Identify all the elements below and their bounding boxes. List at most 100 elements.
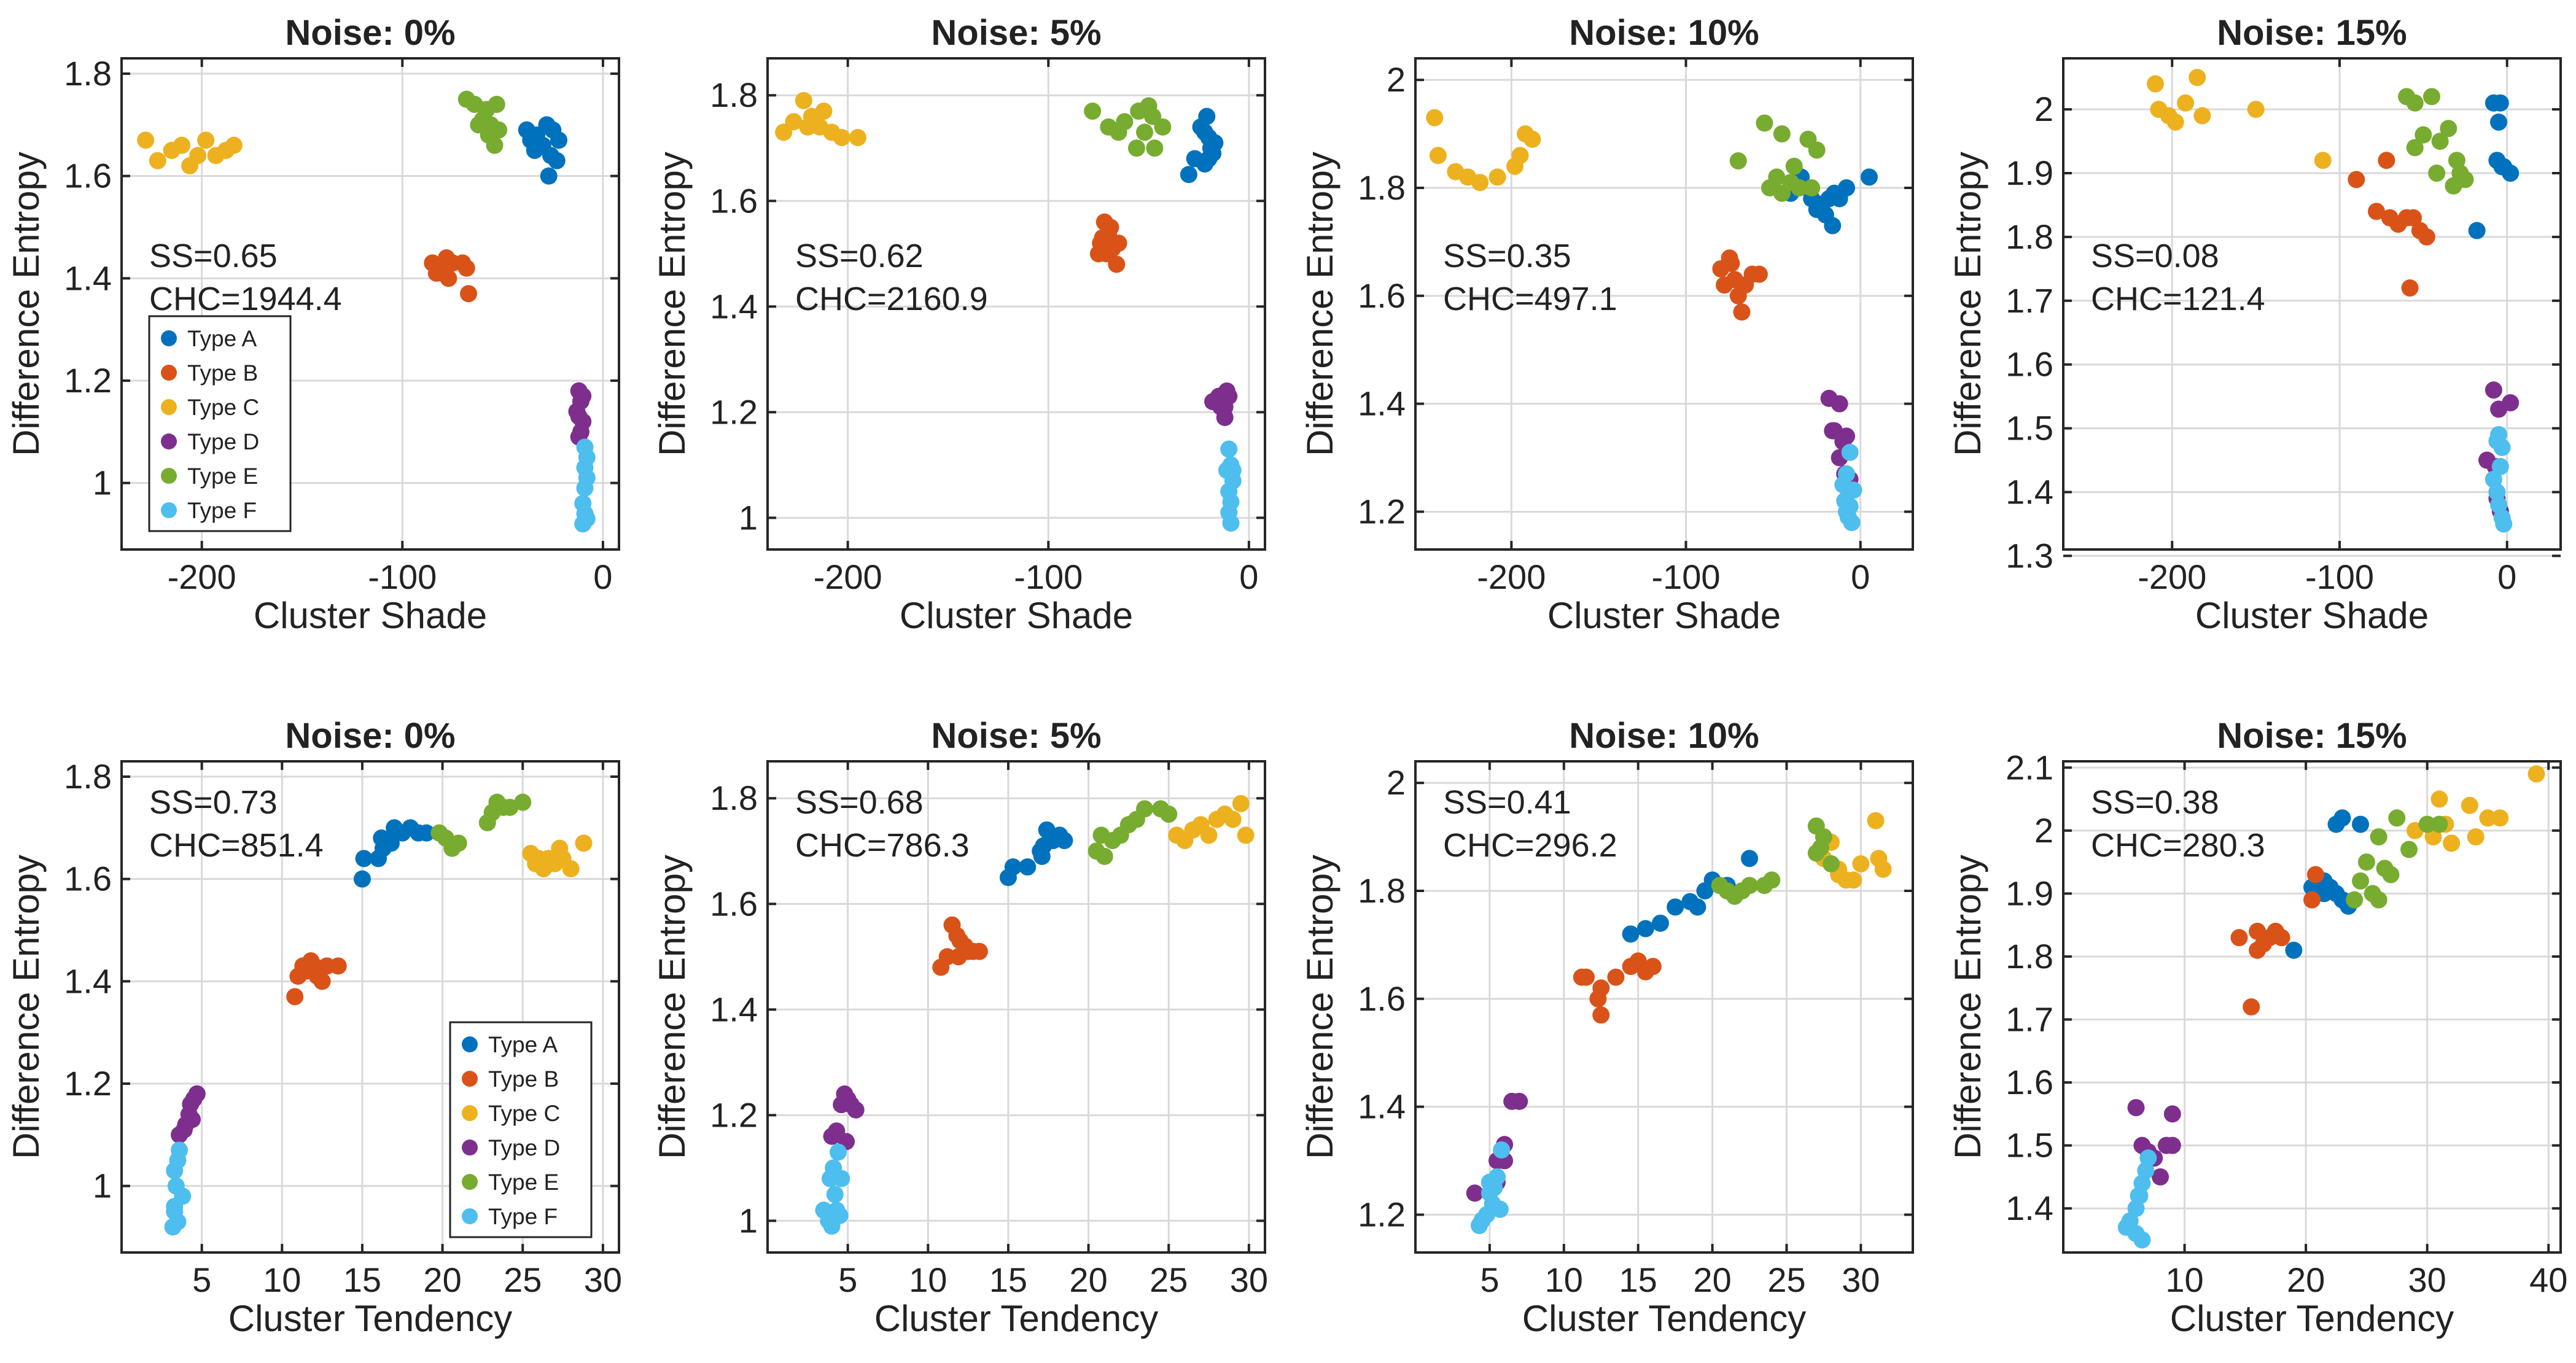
y-tick-label: 1.6 [710,884,758,923]
data-point [2303,891,2321,909]
y-tick-label: 1 [93,464,112,502]
y-tick-label: 2 [1387,60,1406,99]
series-type-b [2348,152,2435,297]
plot-area [1415,58,1913,549]
y-tick-label: 1.2 [1358,1195,1406,1233]
legend-label: Type E [488,1170,559,1195]
data-point [1845,481,1862,499]
y-tick-label: 1.4 [710,990,758,1028]
legend-label: Type D [187,429,259,454]
data-point [1108,255,1126,273]
x-tick-label: 0 [1851,557,1870,596]
data-point [2147,75,2164,93]
chc-annotation: CHC=296.2 [1443,827,1617,864]
series-type-c [522,834,593,877]
data-point [449,834,467,852]
data-point [815,103,833,120]
series-type-b [286,952,347,1006]
series-type-f [1470,1141,1511,1235]
series-type-c [1168,794,1255,850]
x-axis-label: Cluster Shade [1547,595,1781,636]
series-type-f [2485,425,2513,533]
data-point [1224,461,1242,479]
y-tick-label: 1.7 [2006,1000,2053,1039]
series-type-f [1218,440,1242,532]
series-type-a [518,116,568,185]
data-point [225,136,243,154]
y-tick-label: 1.5 [2006,409,2053,448]
data-point [1838,179,1855,196]
data-point [2527,765,2545,783]
series-type-e [2346,809,2448,909]
data-point [548,152,566,169]
data-point [2333,809,2351,827]
x-tick-label: -100 [1014,557,1083,596]
data-point [1102,219,1119,236]
data-point [1592,979,1610,997]
data-point [1722,255,1740,273]
data-point [2314,152,2332,169]
data-point [1092,826,1110,844]
series-type-b [1573,952,1662,1024]
legend-marker [462,1140,478,1155]
data-point [2127,1099,2145,1117]
y-axis-label: Difference Entropy [1299,152,1341,456]
panel-title: Noise: 15% [2217,716,2407,756]
y-tick-label: 1.8 [2006,937,2053,976]
y-tick-label: 1.4 [710,287,758,325]
data-point [1841,443,1859,461]
data-point [373,829,391,847]
data-point [1154,118,1172,136]
data-point [2400,841,2418,858]
y-tick-label: 1.9 [2006,874,2053,912]
x-tick-label: 10 [1545,1260,1583,1299]
legend-marker [462,1071,478,1087]
data-point [1004,858,1022,876]
data-point [1224,810,1242,828]
x-axis-label: Cluster Shade [2195,595,2429,636]
y-tick-label: 1 [739,1201,758,1240]
x-tick-label: 30 [1842,1260,1880,1299]
x-tick-label: -100 [368,557,437,596]
series-type-e [457,90,508,154]
panel-2: -200 -100 0 1 1.2 1.4 1.6 1.8 Noise: 5% Cluster S… [652,13,1266,636]
y-axis-label: Difference Entropy [6,152,47,456]
data-point [970,942,988,960]
legend-marker [161,468,177,484]
panel-7: 5 10 15 20 25 30 1.2 1.4 1.6 1.8 2 Noise: 10% Cluste… [1299,716,1914,1339]
y-tick-label: 1.8 [1358,871,1406,910]
data-point [2193,107,2211,125]
data-point [1237,826,1255,844]
y-axis-label: Difference Entropy [1947,855,1988,1159]
data-point [2490,113,2508,131]
x-tick-label: -100 [2305,557,2374,596]
y-tick-label: 1.4 [1358,1087,1406,1126]
y-tick-label: 1.6 [2006,345,2053,384]
data-point [1823,855,1840,873]
data-point [1852,855,1870,873]
data-point [2415,126,2432,144]
series-type-c [1426,109,1541,192]
data-point [2430,790,2448,808]
chc-annotation: CHC=851.4 [149,827,324,864]
data-point [2152,1168,2169,1186]
legend-label: Type D [488,1135,560,1160]
data-point [574,515,592,533]
data-point [826,1186,844,1203]
chc-annotation: CHC=280.3 [2091,827,2265,864]
x-tick-label: 30 [584,1260,622,1299]
data-point [2406,94,2424,112]
data-point [2348,171,2365,188]
data-point [353,870,371,888]
axes-frame [766,57,1266,551]
data-point [2370,891,2387,909]
data-point [2502,165,2520,182]
data-point [2247,101,2265,118]
y-tick-label: 1 [739,498,758,537]
data-point [833,129,850,147]
y-tick-label: 1.9 [2006,153,2053,192]
y-tick-label: 1 [93,1167,112,1205]
data-point [1033,847,1051,865]
legend-marker [161,330,177,346]
legend-label: Type C [488,1101,560,1126]
